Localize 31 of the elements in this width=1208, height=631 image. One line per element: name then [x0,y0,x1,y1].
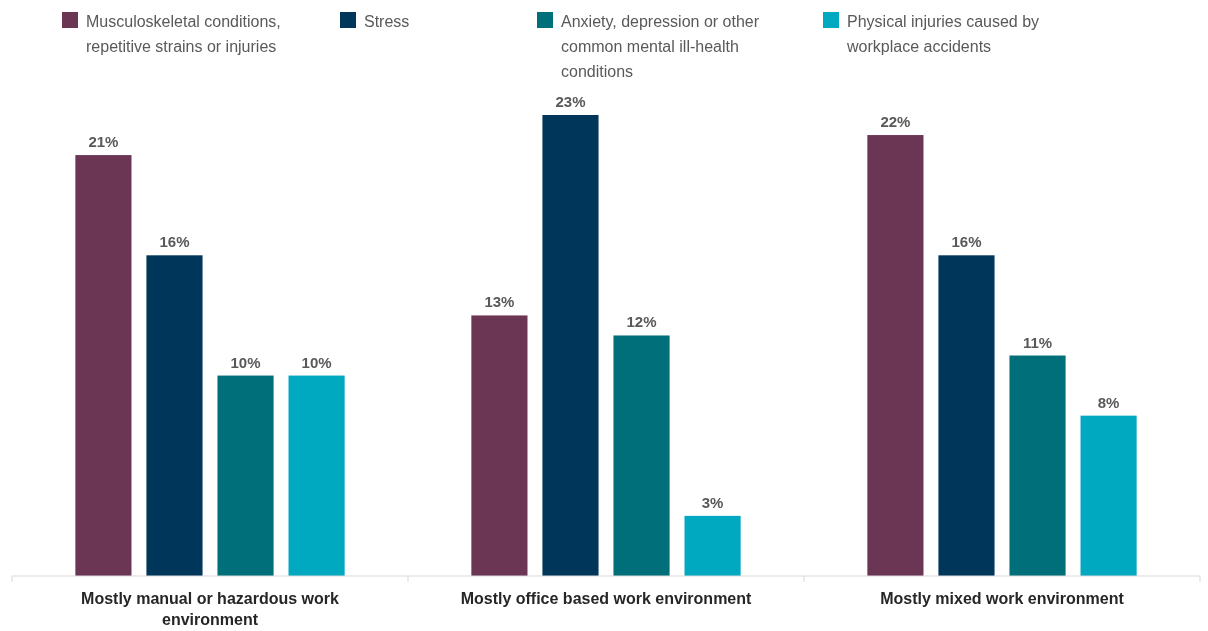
data-label: 23% [555,93,586,110]
legend-label: Stress [364,13,410,30]
bar [684,515,741,576]
bar [288,375,345,576]
x-tick-label: Mostly manual or hazardous work environment [81,590,340,628]
bar [542,115,599,576]
x-tick-label: Mostly mixed work environment [880,590,1125,607]
legend-label: Musculoskeletal conditions, repetitive strains or injuries [86,13,281,55]
data-label: 12% [626,313,657,331]
bar [75,155,132,576]
bar [867,135,924,576]
data-label: 10% [301,353,332,371]
data-label: 16% [951,233,982,251]
bar [1009,355,1066,576]
x-tick-label: Mostly office based work environment [460,590,753,607]
bar [1080,415,1137,576]
bar [217,375,274,576]
data-label: 16% [159,233,190,251]
data-label: 11% [1022,333,1053,351]
legend-label: Anxiety, depression or other common mental ill-health conditions [561,13,760,80]
data-label: 10% [230,353,261,371]
data-label: 8% [1097,393,1120,411]
data-label: 13% [484,293,515,311]
data-label: 21% [88,133,119,151]
legend-label: Physical injuries caused by workplace accidents [846,13,1040,55]
data-label: 3% [701,493,724,511]
bar [938,255,995,576]
bar [471,315,528,576]
data-label: 22% [880,113,911,131]
bar [146,255,203,576]
bar [613,335,670,576]
